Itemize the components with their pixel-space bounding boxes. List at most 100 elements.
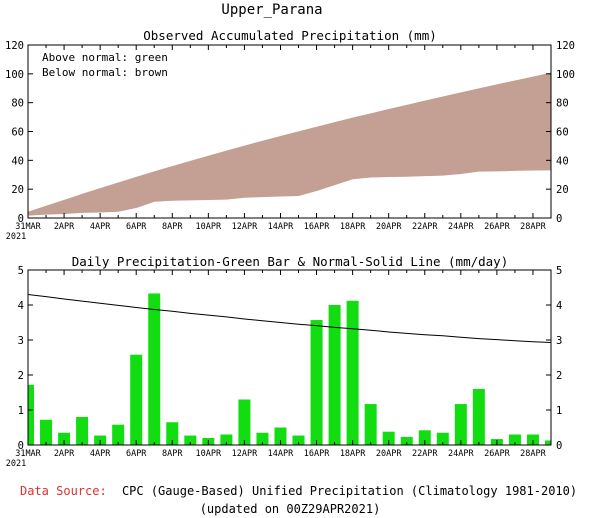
x-tick-label: 22APR <box>412 449 438 459</box>
y-tick-label-left: 120 <box>5 40 24 52</box>
daily-precip-bar <box>238 399 251 445</box>
x-tick-label: 6APR <box>126 222 147 232</box>
y-tick-label-right: 0 <box>556 213 562 225</box>
x-tick-label: 2APR <box>54 449 75 459</box>
y-tick-label-left: 60 <box>11 127 24 139</box>
daily-precip-bar <box>130 354 143 445</box>
daily-precip-bar <box>418 430 431 445</box>
x-tick-label: 31MAR <box>15 222 41 232</box>
x-tick-label: 20APR <box>376 222 402 232</box>
x-tick-label: 31MAR <box>15 449 41 459</box>
x-tick-label: 12APR <box>232 222 258 232</box>
daily-precip-bar <box>148 293 161 445</box>
y-tick-label-left: 0 <box>18 213 24 225</box>
y-tick-label-left: 40 <box>11 155 24 167</box>
y-tick-label-left: 0 <box>18 440 24 452</box>
daily-precip-bar <box>328 305 341 445</box>
x-tick-label: 16APR <box>304 449 330 459</box>
normal-daily-line <box>27 294 552 343</box>
x-tick-label: 18APR <box>340 222 366 232</box>
accumulated-chart: 0 0 20 20 40 40 60 60 80 80 100 100 120 120 31MAR 2APR 4… <box>5 40 575 242</box>
daily-precip-bar <box>526 434 539 445</box>
x-tick-label: 24APR <box>448 222 474 232</box>
y-tick-label-right: 40 <box>556 155 569 167</box>
y-tick-label-right: 20 <box>556 184 569 196</box>
y-tick-label-left: 20 <box>11 184 24 196</box>
x-tick-label: 10APR <box>196 449 222 459</box>
y-tick-label-right: 1 <box>556 405 562 417</box>
y-tick-label-left: 80 <box>11 98 24 110</box>
daily-precip-bar <box>545 440 551 445</box>
daily-chart: 0 0 1 1 2 2 3 3 4 4 5 5 31MAR 2APR 4APR 6APR 8APR 10APR 12… <box>6 265 563 469</box>
daily-precip-bar <box>472 389 485 445</box>
x-tick-label: 2APR <box>54 222 75 232</box>
x-tick-label: 26APR <box>484 449 510 459</box>
daily-precip-bar <box>382 431 395 445</box>
departure-area <box>28 72 551 216</box>
y-tick-label-right: 120 <box>556 40 575 52</box>
daily-precip-bar <box>28 384 34 445</box>
y-tick-label-left: 3 <box>18 335 24 347</box>
y-tick-label-left: 4 <box>18 300 24 312</box>
daily-precip-bar <box>40 419 53 445</box>
daily-precip-bar <box>58 432 71 445</box>
daily-precip-bar <box>184 435 197 445</box>
y-tick-label-right: 2 <box>556 370 562 382</box>
x-tick-label: 14APR <box>268 449 294 459</box>
figure-title: Upper_Parana <box>221 2 322 18</box>
x-tick-label: 28APR <box>520 222 546 232</box>
y-tick-label-right: 60 <box>556 127 569 139</box>
x-tick-label: 24APR <box>448 449 474 459</box>
daily-precip-bar <box>220 434 233 445</box>
footer-source: Data Source: CPC (Gauge-Based) Unified P… <box>20 484 577 498</box>
x-tick-label: 14APR <box>268 222 294 232</box>
x-tick-label: 10APR <box>196 222 222 232</box>
data-source-label: Data Source: <box>20 484 107 498</box>
x-tick-label: 20APR <box>376 449 402 459</box>
daily-precip-bar <box>436 432 449 445</box>
data-source-text: CPC (Gauge-Based) Unified Precipitation … <box>122 484 577 498</box>
legend-above-normal: Above normal: green <box>42 51 168 64</box>
y-tick-label-right: 3 <box>556 335 562 347</box>
x-year-label: 2021 <box>6 459 26 469</box>
daily-precip-bar <box>256 432 269 445</box>
daily-precip-bar <box>166 422 179 445</box>
daily-precip-bar <box>346 300 359 445</box>
daily-precip-bar <box>76 417 89 445</box>
x-tick-label: 16APR <box>304 222 330 232</box>
x-tick-label: 8APR <box>162 449 183 459</box>
updated-note: (updated on 00Z29APR2021) <box>200 502 381 516</box>
daily-precip-bar <box>508 434 521 445</box>
x-tick-label: 22APR <box>412 222 438 232</box>
y-tick-label-right: 0 <box>556 440 562 452</box>
daily-precip-bar <box>400 436 413 445</box>
y-tick-label-right: 100 <box>556 69 575 81</box>
y-tick-label-left: 5 <box>18 265 24 277</box>
observed-accumulated-line <box>27 169 552 216</box>
daily-precip-bar <box>310 320 323 445</box>
y-tick-label-right: 4 <box>556 300 562 312</box>
daily-precip-bar <box>364 404 377 445</box>
daily-precip-bar <box>292 435 305 445</box>
daily-precip-bar <box>112 424 125 445</box>
x-tick-label: 4APR <box>90 222 111 232</box>
x-tick-label: 8APR <box>162 222 183 232</box>
y-tick-label-right: 5 <box>556 265 562 277</box>
x-tick-label: 6APR <box>126 449 147 459</box>
daily-precip-bar <box>454 404 467 445</box>
y-tick-label-left: 2 <box>18 370 24 382</box>
daily-chart-title: Daily Precipitation-Green Bar & Normal-S… <box>72 254 509 269</box>
x-tick-label: 4APR <box>90 449 111 459</box>
x-tick-label: 28APR <box>520 449 546 459</box>
y-tick-label-left: 100 <box>5 69 24 81</box>
daily-precip-bar <box>274 427 287 445</box>
plot-frame <box>27 269 552 446</box>
x-tick-label: 18APR <box>340 449 366 459</box>
y-tick-label-left: 1 <box>18 405 24 417</box>
x-tick-label: 26APR <box>484 222 510 232</box>
legend-below-normal: Below normal: brown <box>42 66 168 79</box>
y-tick-label-right: 80 <box>556 98 569 110</box>
accumulated-chart-title: Observed Accumulated Precipitation (mm) <box>143 28 437 43</box>
x-year-label: 2021 <box>6 232 26 242</box>
